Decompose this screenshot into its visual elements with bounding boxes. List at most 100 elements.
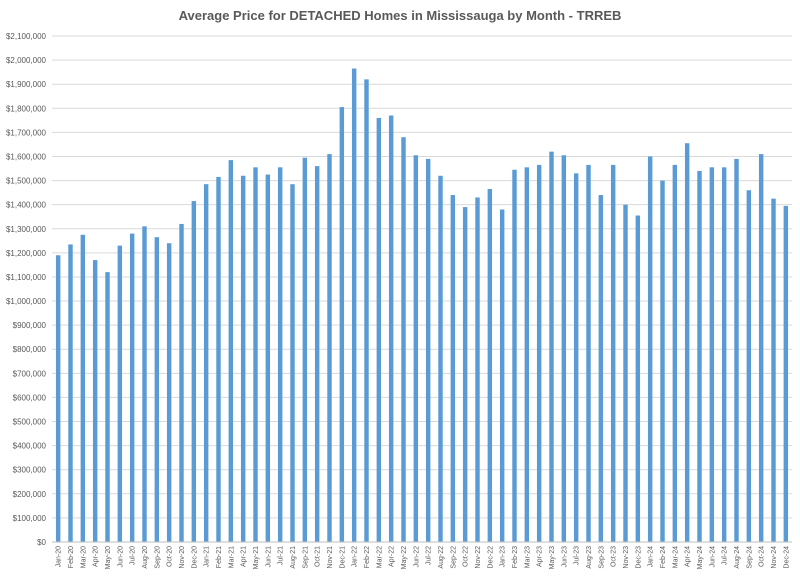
bar-Nov-24: [771, 198, 776, 542]
x-tick-label: Jun-24: [709, 546, 716, 568]
x-tick-label: Aug-23: [586, 546, 593, 569]
bar-Apr-21: [240, 175, 246, 542]
bar-May-24: [697, 170, 702, 542]
bar-Aug-23: [586, 164, 591, 542]
bar-Sep-24: [746, 190, 752, 542]
x-tick-label: Nov-24: [771, 546, 778, 569]
x-tick-label: Feb-24: [660, 546, 667, 568]
x-tick-label: Apr-22: [389, 546, 396, 567]
x-tick-label: Feb-23: [512, 546, 519, 568]
bar-Jul-23: [573, 173, 579, 543]
grid-lines: [52, 35, 792, 519]
x-tick-label: Jan-21: [204, 546, 211, 568]
x-tick-label: Jan-23: [500, 546, 507, 568]
x-tick-label: Oct-24: [759, 546, 766, 567]
bar-Nov-21: [327, 154, 332, 543]
bar-Aug-24: [734, 158, 739, 542]
x-tick-label: Jul-21: [278, 546, 285, 565]
x-tick-label: Jul-23: [574, 546, 581, 565]
x-tick-label: May-23: [549, 546, 556, 569]
y-tick-label: $700,000: [13, 369, 47, 378]
x-tick-label: Nov-21: [327, 546, 334, 569]
x-tick-label: Aug-24: [734, 546, 741, 569]
bar-Jul-21: [277, 167, 283, 543]
y-tick-label: $400,000: [13, 442, 47, 451]
bar-Sep-23: [598, 195, 604, 542]
bar-Aug-22: [438, 175, 443, 542]
y-tick-label: $200,000: [13, 490, 47, 499]
y-tick-label: $1,400,000: [6, 201, 47, 210]
bar-Sep-20: [154, 237, 160, 542]
x-tick-label: Dec-23: [635, 546, 642, 569]
y-tick-label: $1,800,000: [6, 104, 47, 113]
y-tick-label: $2,100,000: [6, 32, 47, 41]
x-tick-label: Jun-22: [413, 546, 420, 568]
y-tick-label: $1,600,000: [6, 152, 47, 161]
bar-May-21: [253, 167, 258, 543]
bar-Jan-21: [203, 184, 209, 542]
bar-Aug-21: [290, 184, 295, 542]
x-tick-label: Mar-24: [672, 546, 679, 568]
bar-Sep-22: [450, 195, 456, 542]
bars: [55, 68, 789, 543]
bar-Feb-22: [364, 79, 369, 542]
x-tick-label: Feb-21: [216, 546, 223, 568]
bar-Nov-23: [623, 204, 628, 542]
x-tick-label: Aug-20: [142, 546, 149, 569]
x-tick-label: Dec-24: [783, 546, 790, 569]
x-tick-label: Dec-21: [339, 546, 346, 569]
x-tick-label: Oct-21: [315, 546, 322, 567]
x-tick-label: Jun-21: [265, 546, 272, 568]
x-tick-label: Jul-22: [426, 546, 433, 565]
x-tick-label: Oct-20: [167, 546, 174, 567]
x-tick-label: Jun-20: [117, 546, 124, 568]
x-tick-label: Oct-23: [611, 546, 618, 567]
bar-Mar-24: [672, 164, 678, 542]
y-tick-label: $100,000: [13, 514, 47, 523]
x-axis-tick-labels: Jan-20 Feb-20 Mar-20 Apr-20 May-20 Jun-20 Jul-…: [56, 546, 791, 569]
x-tick-label: Feb-20: [68, 546, 75, 568]
y-tick-label: $900,000: [13, 321, 47, 330]
bar-Jul-24: [721, 167, 727, 543]
x-tick-label: Jul-24: [722, 546, 729, 565]
bar-Jun-23: [561, 155, 567, 542]
chart-title: Average Price for DETACHED Homes in Miss…: [178, 8, 622, 23]
y-tick-label: $1,900,000: [6, 80, 47, 89]
x-tick-label: Jan-20: [56, 546, 63, 568]
bar-Apr-23: [536, 164, 542, 542]
bar-Oct-22: [462, 207, 468, 543]
y-tick-label: $0: [37, 538, 46, 547]
bar-Jun-20: [117, 245, 123, 542]
bar-Apr-20: [92, 260, 98, 542]
x-tick-label: Jan-22: [352, 546, 359, 568]
bar-Apr-22: [388, 115, 394, 542]
bar-Dec-21: [339, 107, 345, 542]
x-tick-label: Apr-21: [241, 546, 248, 567]
bar-Oct-21: [314, 166, 320, 542]
bar-Feb-20: [68, 244, 73, 542]
x-tick-label: May-21: [253, 546, 260, 569]
bar-Dec-22: [487, 189, 493, 542]
x-tick-label: May-22: [401, 546, 408, 569]
x-tick-label: Aug-22: [438, 546, 445, 569]
x-tick-label: May-20: [105, 546, 112, 569]
bar-Jun-21: [265, 174, 271, 543]
y-tick-label: $1,700,000: [6, 128, 47, 137]
y-tick-label: $2,000,000: [6, 56, 47, 65]
bar-Jan-20: [55, 255, 61, 542]
x-tick-label: Sep-20: [154, 546, 161, 569]
bar-Feb-24: [660, 180, 665, 543]
x-tick-label: Sep-22: [450, 546, 457, 569]
bar-Oct-20: [166, 243, 172, 542]
x-tick-label: Mar-21: [228, 546, 235, 568]
x-tick-label: Apr-24: [685, 546, 692, 567]
bar-Mar-23: [524, 167, 530, 543]
bar-Dec-20: [191, 201, 197, 543]
x-tick-label: Mar-23: [524, 546, 531, 568]
x-tick-label: Feb-22: [364, 546, 371, 568]
x-tick-label: Nov-20: [179, 546, 186, 569]
bar-Nov-22: [475, 197, 480, 542]
x-tick-label: Dec-22: [487, 546, 494, 569]
y-tick-label: $600,000: [13, 393, 47, 402]
